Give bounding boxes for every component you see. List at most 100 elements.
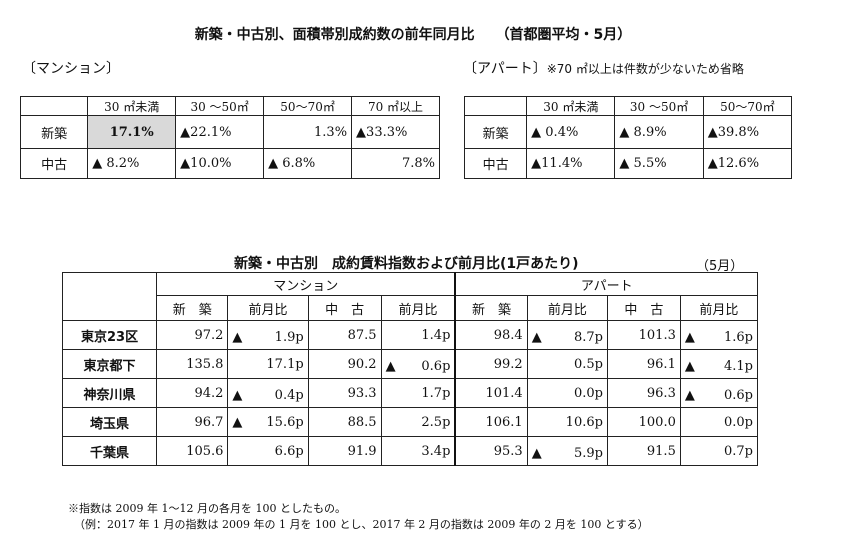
- row-label: 神奈川県: [61, 378, 158, 408]
- cell-value: ▲ 8.9%: [614, 115, 704, 149]
- mansion-header-lt30: 30 ㎡未満: [87, 96, 177, 116]
- row-label: 千葉県: [61, 436, 158, 466]
- apart-note: ※70 ㎡以上は件数が少ないため省略: [546, 62, 744, 76]
- sub-header: 前月比: [679, 295, 759, 321]
- row-label: 中古: [463, 148, 528, 179]
- table-row: 中古 ▲11.4% ▲ 5.5% ▲12.6%: [463, 148, 793, 179]
- row-label: 埼玉県: [61, 407, 158, 437]
- cell-value: ▲39.8%: [702, 115, 793, 149]
- cell-change: 6.6p: [227, 436, 309, 466]
- cell-change: 1.7p: [380, 378, 457, 408]
- cell-change: 0.7p: [679, 436, 759, 466]
- apart-section-label: 〔アパート〕※70 ㎡以上は件数が少ないため省略: [463, 58, 744, 78]
- cell-change: 3.4p: [380, 436, 457, 466]
- footnote-1: ※指数は 2009 年 1～12 月の各月を 100 としたもの。: [68, 502, 346, 515]
- cell-change: 10.6p: [526, 407, 608, 437]
- sub-header: 前月比: [526, 295, 608, 321]
- cell-value: ▲22.1%: [175, 115, 265, 149]
- cell-change: ▲ 15.6p: [227, 407, 309, 437]
- cell-value-highlight: 17.1%: [87, 115, 177, 149]
- cell-index: 88.5: [307, 407, 382, 437]
- mansion-header-70plus: 70 ㎡以上: [351, 96, 440, 116]
- apart-table: 30 ㎡未満 30 ～50㎡ 50～70㎡ 新築 ▲ 0.4% ▲ 8.9% ▲…: [463, 96, 793, 179]
- rent-index-title: 新築・中古別 成約賃料指数および前月比(1戸あたり): [234, 256, 579, 272]
- table-row: 新築 17.1% ▲22.1% 1.3% ▲33.3%: [19, 115, 440, 149]
- cell-change: ▲ 8.7p: [526, 320, 608, 350]
- row-label: 新築: [463, 115, 528, 149]
- cell-change: ▲ 0.6p: [380, 349, 457, 379]
- cell-index: 94.2: [156, 378, 229, 408]
- cell-index: 96.3: [606, 378, 681, 408]
- corner-cell: [61, 272, 158, 321]
- cell-index: 96.1: [606, 349, 681, 379]
- sub-header: 新 築: [454, 295, 528, 321]
- cell-value: ▲12.6%: [702, 148, 793, 179]
- sub-header: 中 古: [606, 295, 681, 321]
- apart-label: 〔アパート〕: [463, 61, 547, 77]
- cell-index: 93.3: [307, 378, 382, 408]
- group-header-apart: アパート: [454, 272, 759, 296]
- cell-index: 99.2: [454, 349, 528, 379]
- cell-index: 91.9: [307, 436, 382, 466]
- table-row: 東京都下 135.8 17.1p 90.2 ▲ 0.6p 99.2 0.5p 96.1 ▲ 4.…: [61, 349, 759, 379]
- cell-index: 97.2: [156, 320, 229, 350]
- apart-header-lt30: 30 ㎡未満: [526, 96, 616, 116]
- apart-header-50-70: 50～70㎡: [702, 96, 793, 116]
- cell-change: ▲ 5.9p: [526, 436, 608, 466]
- footnote-2: （例：2017 年 1 月の指数は 2009 年の 1 月を 100 とし、20…: [74, 518, 649, 531]
- table-row: 東京23区 97.2 ▲ 1.9p 87.5 1.4p 98.4 ▲ 8.7p 101.3 ▲ …: [61, 320, 759, 350]
- cell-change: ▲ 1.6p: [679, 320, 759, 350]
- mansion-header-30-50: 30 ～50㎡: [175, 96, 265, 116]
- cell-change: 17.1p: [227, 349, 309, 379]
- cell-value: ▲ 8.2%: [87, 148, 177, 179]
- rent-index-month: （5月）: [696, 259, 744, 274]
- cell-value: 7.8%: [351, 148, 440, 179]
- page-title: 新築・中古別、面積帯別成約数の前年同月比 （首都圏平均・5月）: [0, 24, 846, 44]
- table-row: 中古 ▲ 8.2% ▲10.0% ▲ 6.8% 7.8%: [19, 148, 440, 179]
- mansion-table: 30 ㎡未満 30 ～50㎡ 50～70㎡ 70 ㎡以上 新築 17.1% ▲2…: [19, 96, 440, 179]
- row-label: 東京都下: [61, 349, 158, 379]
- cell-value: 1.3%: [263, 115, 353, 149]
- cell-change: 1.4p: [380, 320, 457, 350]
- sub-header: 新 築: [156, 295, 229, 321]
- cell-change: ▲ 4.1p: [679, 349, 759, 379]
- table-row: 神奈川県 94.2 ▲ 0.4p 93.3 1.7p 101.4 0.0p 96.3 ▲ 0.6…: [61, 378, 759, 408]
- cell-index: 135.8: [156, 349, 229, 379]
- cell-index: 91.5: [606, 436, 681, 466]
- cell-value: ▲ 0.4%: [526, 115, 616, 149]
- cell-change: 0.0p: [526, 378, 608, 408]
- row-label: 中古: [19, 148, 89, 179]
- row-label: 新築: [19, 115, 89, 149]
- cell-index: 101.4: [454, 378, 528, 408]
- cell-change: ▲ 0.4p: [227, 378, 309, 408]
- table-row: 埼玉県 96.7 ▲ 15.6p 88.5 2.5p 106.1 10.6p 100.0 0.0…: [61, 407, 759, 437]
- cell-index: 98.4: [454, 320, 528, 350]
- cell-value: ▲33.3%: [351, 115, 440, 149]
- mansion-header-corner: [19, 96, 89, 116]
- cell-value: ▲ 5.5%: [614, 148, 704, 179]
- sub-header: 中 古: [307, 295, 382, 321]
- table-row: 新築 ▲ 0.4% ▲ 8.9% ▲39.8%: [463, 115, 793, 149]
- cell-change: 0.0p: [679, 407, 759, 437]
- cell-index: 105.6: [156, 436, 229, 466]
- cell-change: ▲ 0.6p: [679, 378, 759, 408]
- cell-index: 87.5: [307, 320, 382, 350]
- cell-index: 100.0: [606, 407, 681, 437]
- mansion-section-label: 〔マンション〕: [22, 61, 120, 77]
- cell-index: 95.3: [454, 436, 528, 466]
- row-label: 東京23区: [61, 320, 158, 350]
- cell-value: ▲ 6.8%: [263, 148, 353, 179]
- mansion-header-50-70: 50～70㎡: [263, 96, 353, 116]
- cell-value: ▲11.4%: [526, 148, 616, 179]
- apart-header-30-50: 30 ～50㎡: [614, 96, 704, 116]
- cell-value: ▲10.0%: [175, 148, 265, 179]
- cell-index: 90.2: [307, 349, 382, 379]
- apart-header-corner: [463, 96, 528, 116]
- cell-change: ▲ 1.9p: [227, 320, 309, 350]
- rent-index-table: マンション アパート 新 築 前月比 中 古 前月比 新 築 前月比 中 古 前…: [61, 272, 759, 466]
- sub-header: 前月比: [380, 295, 457, 321]
- cell-change: 2.5p: [380, 407, 457, 437]
- sub-header: 前月比: [227, 295, 309, 321]
- group-header-mansion: マンション: [156, 272, 457, 296]
- title-sub: （首都圏平均・5月）: [495, 27, 632, 43]
